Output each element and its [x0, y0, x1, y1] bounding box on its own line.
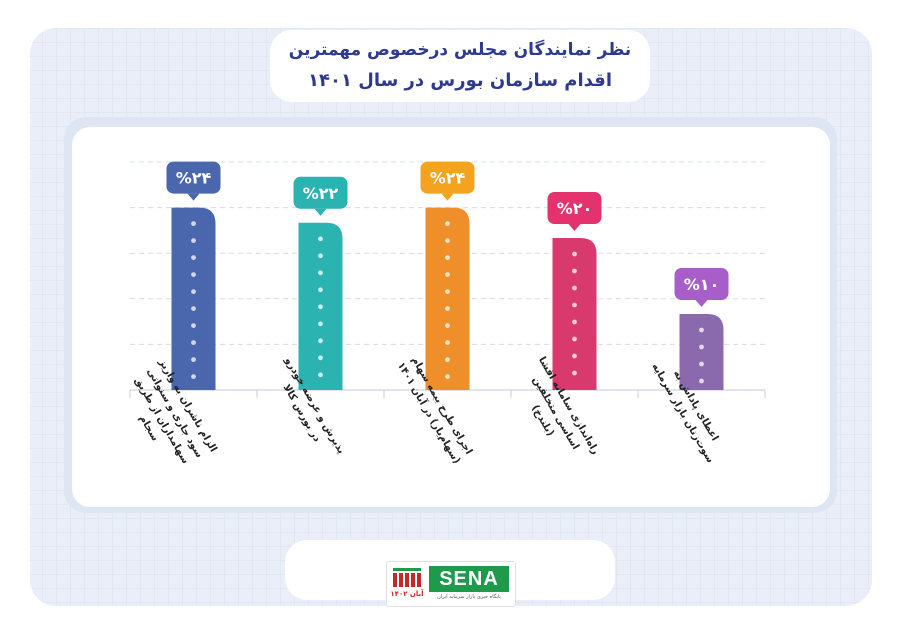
bar-dot — [191, 306, 196, 311]
value-label: %۲۴ — [430, 169, 466, 188]
value-label-box — [420, 161, 475, 194]
bar-dot — [318, 355, 323, 361]
bar-dot — [191, 238, 196, 244]
bar-dot — [191, 357, 196, 362]
bar-dot — [445, 340, 450, 345]
bar-dot — [572, 268, 577, 274]
bar-dot — [191, 289, 196, 294]
value-label-pointer — [314, 208, 327, 216]
bar-dot — [191, 272, 196, 277]
bar-dot — [191, 323, 196, 328]
value-label-box — [166, 161, 221, 194]
bar-dot — [445, 306, 450, 311]
value-label-pointer — [187, 193, 200, 201]
value-label: %۱۰ — [684, 275, 720, 294]
bar-dot — [445, 238, 450, 244]
bar-dot — [318, 270, 323, 276]
value-label-box — [674, 268, 729, 300]
bar-dot — [572, 302, 577, 308]
value-label-pointer — [695, 300, 708, 307]
bar-dot — [318, 338, 323, 344]
logo-tagline: پایگاه خبری بازار سرمایه ایران — [437, 594, 501, 600]
value-label: %۲۴ — [176, 169, 212, 188]
bar-dot — [318, 321, 323, 327]
logo-emblem-icon — [393, 568, 421, 587]
bar-dot — [572, 285, 577, 291]
bar-dot — [318, 236, 323, 242]
value-label-pointer — [441, 193, 454, 201]
bar-dot — [318, 253, 323, 259]
bar — [552, 238, 597, 390]
bar-dot — [699, 378, 704, 384]
bar — [425, 207, 470, 390]
bar-dot — [191, 340, 196, 345]
bar-dot — [572, 319, 577, 325]
bar-dot — [445, 374, 450, 379]
bar-dot — [445, 357, 450, 362]
chart-title-line1: نظر نمایندگان مجلس درخصوص مهمترین — [288, 40, 632, 60]
bar — [171, 207, 216, 390]
logo-date: آبان ۱۴۰۲ — [390, 590, 424, 598]
sena-logo: آبان ۱۴۰۲ SENA پایگاه خبری بازار سرمایه … — [386, 561, 516, 607]
bar-dot — [572, 353, 577, 359]
value-label: %۲۰ — [557, 199, 593, 218]
value-label: %۲۲ — [303, 184, 339, 203]
bar-dot — [572, 251, 577, 257]
value-label-pointer — [568, 224, 581, 231]
logo-brand: SENA — [429, 566, 509, 592]
bar-dot — [445, 323, 450, 328]
bar-dot — [445, 272, 450, 277]
bar-dot — [572, 370, 577, 376]
bar-dot — [318, 372, 323, 378]
bar-dot — [445, 255, 450, 260]
bar-dot — [318, 304, 323, 310]
value-label-box — [547, 192, 602, 224]
bar-dot — [191, 255, 196, 260]
bar-dot — [445, 289, 450, 294]
bar-dot — [572, 336, 577, 342]
bar-dot — [699, 344, 704, 350]
chart-title-line2: اقدام سازمان بورس در سال ۱۴۰۱ — [307, 70, 612, 91]
bar-dot — [699, 361, 704, 367]
bar-dot — [445, 221, 450, 227]
bar — [679, 314, 724, 390]
bar-dot — [699, 327, 704, 333]
bar-dot — [191, 374, 196, 379]
bar-dot — [318, 287, 323, 293]
bar-dot — [191, 221, 196, 227]
value-label-box — [293, 176, 348, 209]
